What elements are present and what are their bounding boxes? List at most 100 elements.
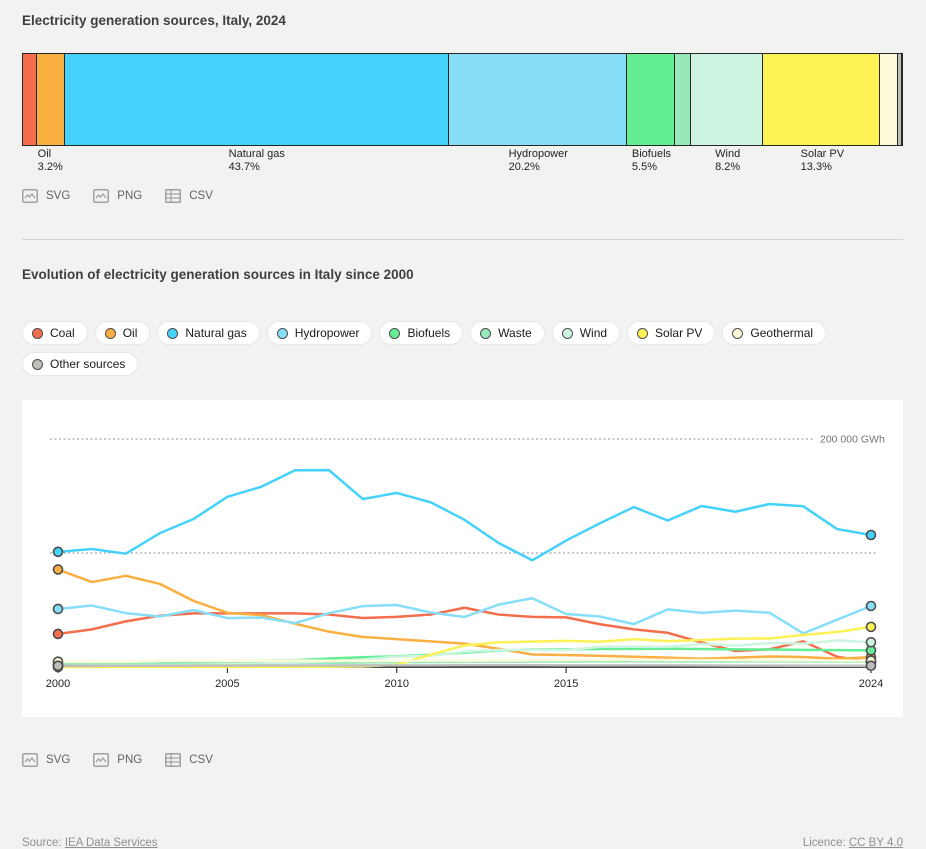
- gridline-label: 200 000 GWh: [820, 434, 885, 446]
- bar-label-natural-gas: Natural gas 43.7%: [228, 148, 285, 173]
- bar-segment-geothermal[interactable]: [879, 54, 899, 145]
- download-png-button[interactable]: PNG: [93, 752, 143, 767]
- line-chart-svg: 200 000 GWh 2000 2005 2010 2015 2024: [46, 434, 885, 691]
- marker-coal-2000[interactable]: [52, 628, 64, 640]
- legend-label-wind: Wind: [579, 326, 608, 340]
- line-hydropower[interactable]: [56, 597, 873, 635]
- legend-label-waste: Waste: [498, 326, 532, 340]
- bar-segment-solar-pv[interactable]: [763, 54, 880, 145]
- licence-line: Licence: CC BY 4.0: [803, 837, 903, 849]
- licence-label: Licence:: [802, 837, 846, 849]
- legend-item-waste[interactable]: Waste: [470, 321, 545, 345]
- legend-label-oil: Oil: [122, 326, 138, 340]
- marker-hydropower-2000[interactable]: [52, 603, 64, 615]
- legend-label-coal: Coal: [50, 326, 75, 340]
- marker-oil-2000[interactable]: [52, 564, 64, 575]
- marker-wind-2024[interactable]: [865, 636, 877, 648]
- source-link[interactable]: IEA Data Services: [64, 837, 158, 849]
- download-csv-button[interactable]: CSV: [165, 188, 213, 203]
- download-csv-label: CSV: [189, 189, 213, 202]
- legend-label-solar-pv: Solar PV: [655, 326, 703, 340]
- marker-other-sources-2024[interactable]: [865, 660, 877, 672]
- line-solar-pv[interactable]: [56, 625, 873, 669]
- marker-solar-pv-2024[interactable]: [865, 621, 877, 633]
- download-csv-button[interactable]: CSV: [165, 752, 213, 767]
- line-geothermal[interactable]: [56, 658, 873, 664]
- image-icon: [93, 188, 110, 203]
- download-svg-label: SVG: [46, 753, 71, 766]
- legend-label-other-sources: Other sources: [50, 357, 126, 371]
- legend-label-biofuels: Biofuels: [407, 326, 451, 340]
- line-chart-card: 200 000 GWh 2000 2005 2010 2015 2024: [22, 400, 903, 717]
- source-label: Source:: [22, 837, 62, 849]
- legend-dot-coal: [32, 327, 43, 339]
- legend-dot-wind: [561, 327, 573, 339]
- bar-chart-title: Electricity generation sources, Italy, 2…: [22, 13, 286, 28]
- bar-segment-wind[interactable]: [691, 54, 764, 145]
- legend-dot-solar-pv: [637, 327, 649, 339]
- download-png-button[interactable]: PNG: [93, 188, 143, 203]
- line-natural-gas[interactable]: [56, 468, 873, 562]
- download-toolbar-bar-chart: SVG PNG CSV: [22, 187, 903, 204]
- line-coal[interactable]: [56, 606, 873, 664]
- x-tick-label-2010: 2010: [385, 678, 409, 690]
- bar-segment-natural-gas[interactable]: [65, 54, 450, 145]
- x-tick-label-2000: 2000: [46, 678, 70, 690]
- legend-item-biofuels[interactable]: Biofuels: [379, 321, 464, 345]
- legend-item-geothermal[interactable]: Geothermal: [722, 321, 827, 345]
- licence-link[interactable]: CC BY 4.0: [848, 837, 903, 849]
- bar-label-solar-pv: Solar PV 13.3%: [800, 148, 845, 173]
- line-chart-title: Evolution of electricity generation sour…: [22, 267, 414, 282]
- image-icon: [93, 752, 110, 767]
- bar-segment-hydropower[interactable]: [449, 54, 627, 145]
- marker-natural-gas-2000[interactable]: [52, 546, 64, 558]
- legend: Coal Oil Natural gas Hydropower Biofuels Wast…: [22, 321, 903, 376]
- bar-segment-biofuels[interactable]: [626, 54, 676, 145]
- download-toolbar-line-chart: SVG PNG CSV: [22, 751, 903, 768]
- x-tick-label-2005: 2005: [215, 678, 239, 690]
- line-other-sources[interactable]: [56, 664, 873, 668]
- download-png-label: PNG: [117, 189, 143, 202]
- legend-dot-geothermal: [732, 327, 744, 339]
- legend-label-hydropower: Hydropower: [294, 326, 360, 340]
- marker-natural-gas-2024[interactable]: [865, 529, 877, 541]
- table-icon: [165, 188, 182, 203]
- legend-dot-other-sources: [32, 358, 43, 370]
- bar-segment-waste[interactable]: [675, 54, 691, 145]
- bar-segment-oil[interactable]: [37, 54, 66, 145]
- table-icon: [165, 752, 182, 767]
- legend-dot-oil: [104, 327, 116, 339]
- legend-dot-natural-gas: [167, 327, 179, 339]
- bar-label-wind: Wind 8.2%: [715, 148, 741, 173]
- legend-dot-hydropower: [276, 327, 288, 339]
- download-png-label: PNG: [117, 753, 143, 766]
- legend-dot-waste: [480, 327, 492, 339]
- bar-label-oil: Oil 3.2%: [37, 148, 63, 173]
- marker-hydropower-2024[interactable]: [865, 600, 877, 612]
- legend-item-other-sources[interactable]: Other sources: [22, 352, 139, 376]
- stacked-bar-labels: Oil 3.2% Natural gas 43.7% Hydropower 20.2% Bi…: [22, 148, 903, 174]
- image-icon: [22, 752, 38, 767]
- x-tick-label-2015: 2015: [554, 678, 578, 690]
- legend-dot-biofuels: [389, 327, 401, 339]
- footer: Source: IEA Data Services Licence: CC BY…: [22, 837, 903, 849]
- section-divider: [22, 239, 903, 240]
- legend-item-oil[interactable]: Oil: [94, 321, 151, 345]
- legend-item-hydropower[interactable]: Hydropower: [266, 321, 373, 345]
- legend-item-wind[interactable]: Wind: [551, 321, 621, 345]
- source-line: Source: IEA Data Services: [22, 837, 158, 849]
- download-svg-button[interactable]: SVG: [22, 188, 70, 203]
- legend-item-natural-gas[interactable]: Natural gas: [157, 321, 260, 345]
- legend-item-solar-pv[interactable]: Solar PV: [627, 321, 716, 345]
- bar-segment-other-sources[interactable]: [898, 54, 902, 145]
- bar-label-hydropower: Hydropower 20.2%: [508, 148, 568, 173]
- download-svg-button[interactable]: SVG: [22, 752, 71, 767]
- legend-label-natural-gas: Natural gas: [185, 326, 247, 340]
- marker-other-sources-2000[interactable]: [52, 660, 64, 672]
- line-oil[interactable]: [56, 568, 873, 661]
- legend-item-coal[interactable]: Coal: [22, 321, 88, 345]
- bar-label-biofuels: Biofuels 5.5%: [631, 148, 672, 173]
- x-tick-label-2024: 2024: [859, 678, 883, 690]
- bar-segment-coal[interactable]: [23, 54, 38, 145]
